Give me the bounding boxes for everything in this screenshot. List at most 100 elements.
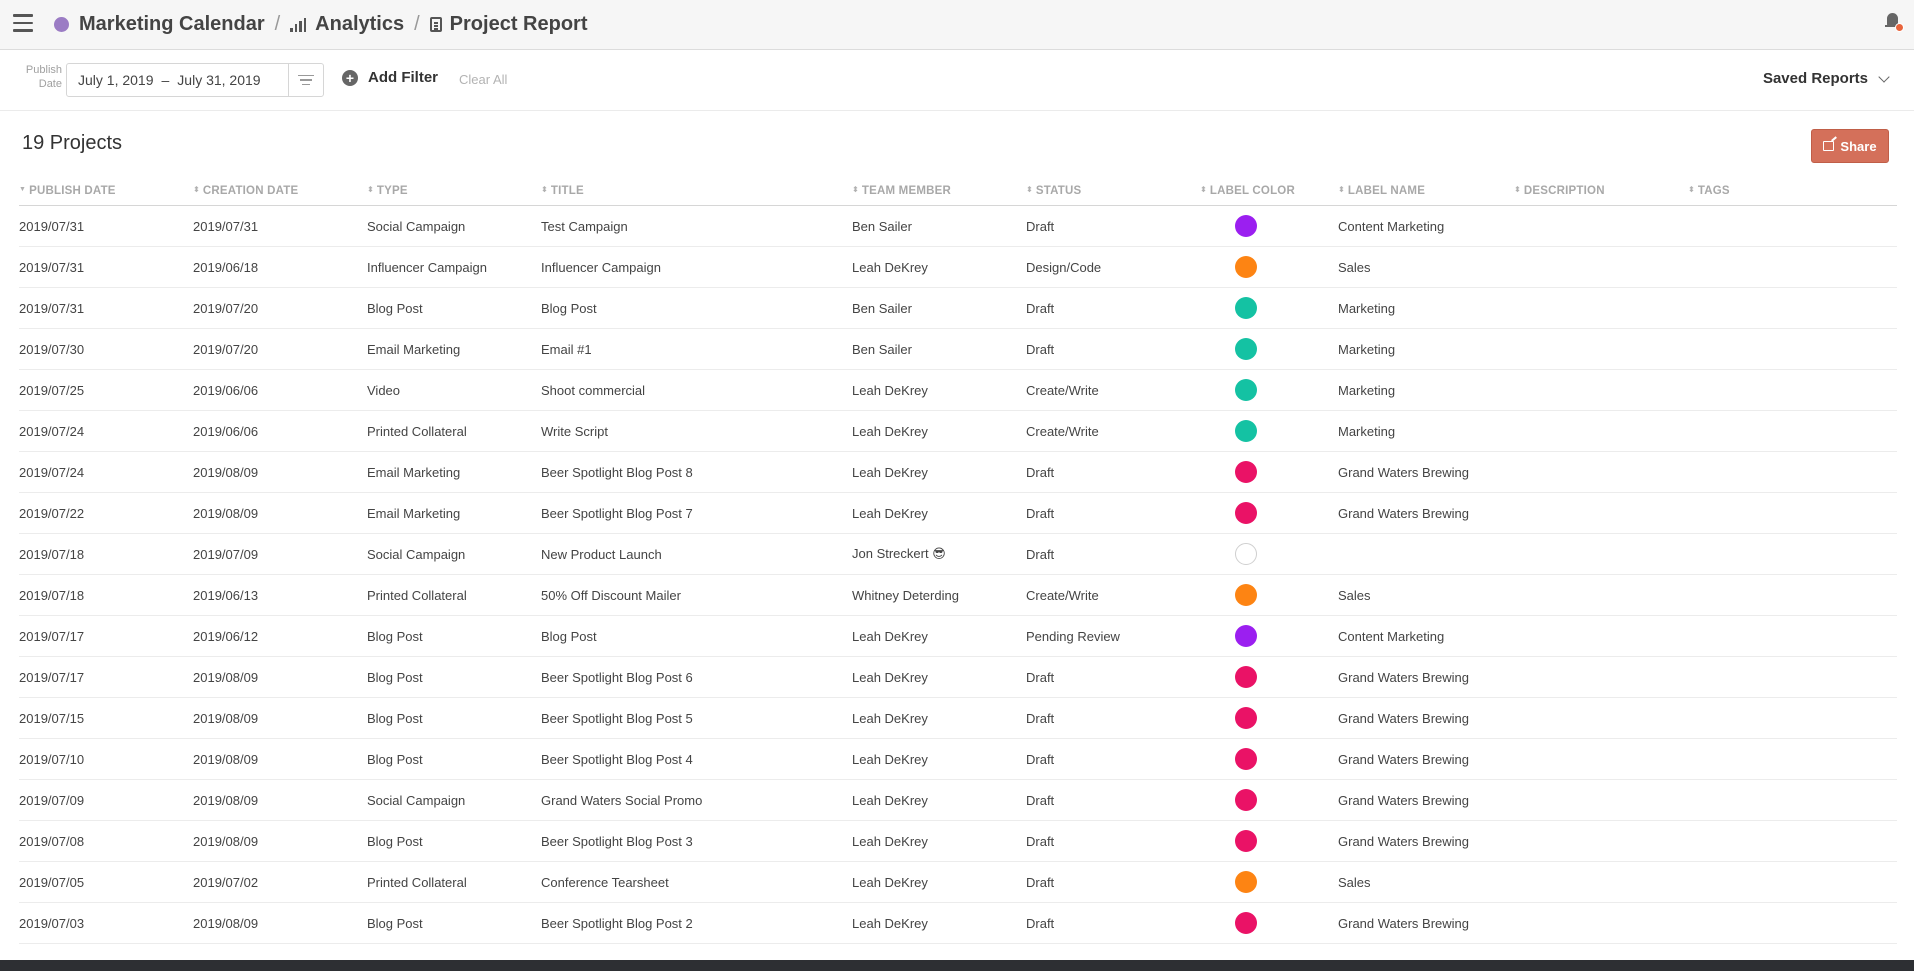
team-member-cell: Ben Sailer xyxy=(852,205,1026,247)
type-cell: Printed Collateral xyxy=(367,574,541,616)
description-cell xyxy=(1514,861,1688,903)
status-cell: Draft xyxy=(1026,820,1200,862)
title-cell[interactable]: New Product Launch xyxy=(541,533,852,575)
creation-date-cell: 2019/07/20 xyxy=(193,328,367,370)
publish-date-cell: 2019/07/05 xyxy=(19,861,193,903)
table-row[interactable]: 2019/07/31 2019/06/18 Influencer Campaign I… xyxy=(19,246,1897,288)
date-separator: – xyxy=(161,72,170,88)
status-cell: Design/Code xyxy=(1026,246,1200,288)
description-cell xyxy=(1514,205,1688,247)
publish-date-cell: 2019/07/18 xyxy=(19,533,193,575)
table-row[interactable]: 2019/07/17 2019/06/12 Blog Post Blog Post Le… xyxy=(19,615,1897,657)
date-start: July 1, 2019 xyxy=(78,72,154,88)
title-cell[interactable]: Grand Waters Social Promo xyxy=(541,779,852,821)
breadcrumb-marketing-calendar[interactable]: Marketing Calendar xyxy=(79,13,265,35)
breadcrumb-separator: / xyxy=(414,13,420,35)
table-row[interactable]: 2019/07/31 2019/07/31 Social Campaign Test … xyxy=(19,205,1897,247)
label-name-cell: Marketing xyxy=(1338,287,1514,329)
column-header-description[interactable]: ⬍ DESCRIPTION xyxy=(1514,176,1688,206)
description-cell xyxy=(1514,902,1688,944)
column-header-publish-date[interactable]: ▼ PUBLISH DATE xyxy=(19,176,193,206)
title-cell[interactable]: Write Script xyxy=(541,410,852,452)
label-color-cell xyxy=(1200,287,1338,329)
title-cell[interactable]: Test Campaign xyxy=(541,205,852,247)
title-cell[interactable]: Beer Spotlight Blog Post 6 xyxy=(541,656,852,698)
type-cell: Email Marketing xyxy=(367,492,541,534)
publish-date-cell: 2019/07/03 xyxy=(19,902,193,944)
column-header-tags[interactable]: ⬍ TAGS xyxy=(1688,176,1897,206)
publish-date-cell: 2019/07/31 xyxy=(19,287,193,329)
title-cell[interactable]: Beer Spotlight Blog Post 2 xyxy=(541,902,852,944)
type-cell: Printed Collateral xyxy=(367,861,541,903)
table-row[interactable]: 2019/07/31 2019/07/20 Blog Post Blog Post Be… xyxy=(19,287,1897,329)
table-row[interactable]: 2019/07/03 2019/08/09 Blog Post Beer Spotli… xyxy=(19,902,1897,944)
team-member-cell: Leah DeKrey xyxy=(852,451,1026,493)
tags-cell xyxy=(1688,205,1897,247)
column-header-team-member[interactable]: ⬍ TEAM MEMBER xyxy=(852,176,1026,206)
creation-date-cell: 2019/08/09 xyxy=(193,697,367,739)
breadcrumb-separator: / xyxy=(274,13,281,35)
title-cell[interactable]: Beer Spotlight Blog Post 5 xyxy=(541,697,852,739)
title-cell[interactable]: 50% Off Discount Mailer xyxy=(541,574,852,616)
table-row[interactable]: 2019/07/10 2019/08/09 Blog Post Beer Spotli… xyxy=(19,738,1897,780)
column-header-type[interactable]: ⬍ TYPE xyxy=(367,176,541,206)
table-row[interactable]: 2019/07/24 2019/06/06 Printed Collateral Wr… xyxy=(19,410,1897,452)
table-row[interactable]: 2019/07/18 2019/06/13 Printed Collateral 50… xyxy=(19,574,1897,616)
label-color-cell xyxy=(1200,492,1338,534)
column-header-label: TAGS xyxy=(1697,184,1730,197)
filter-bar: Publish Date July 1, 2019– July 31, 2019 … xyxy=(0,50,1914,111)
label-color-dot xyxy=(1235,748,1257,770)
title-cell[interactable]: Blog Post xyxy=(541,287,852,329)
saved-reports-dropdown[interactable]: Saved Reports xyxy=(1762,70,1890,87)
table-row[interactable]: 2019/07/22 2019/08/09 Email Marketing Beer … xyxy=(19,492,1897,534)
title-cell[interactable]: Conference Tearsheet xyxy=(541,861,852,903)
label-color-dot xyxy=(1235,215,1257,237)
column-header-status[interactable]: ⬍ STATUS xyxy=(1026,176,1200,206)
label-name-cell: Grand Waters Brewing xyxy=(1338,902,1514,944)
table-row[interactable]: 2019/07/15 2019/08/09 Blog Post Beer Spotli… xyxy=(19,697,1897,739)
title-cell[interactable]: Blog Post xyxy=(541,615,852,657)
creation-date-cell: 2019/08/09 xyxy=(193,902,367,944)
status-cell: Create/Write xyxy=(1026,369,1200,411)
add-filter-button[interactable]: + Add Filter xyxy=(342,69,438,86)
title-cell[interactable]: Email #1 xyxy=(541,328,852,370)
table-row[interactable]: 2019/07/09 2019/08/09 Social Campaign Grand… xyxy=(19,779,1897,821)
publish-date-cell: 2019/07/30 xyxy=(19,328,193,370)
title-cell[interactable]: Beer Spotlight Blog Post 4 xyxy=(541,738,852,780)
title-cell[interactable]: Beer Spotlight Blog Post 3 xyxy=(541,820,852,862)
team-member-cell: Leah DeKrey xyxy=(852,656,1026,698)
clear-all-link[interactable]: Clear All xyxy=(459,72,508,87)
bottom-taskbar xyxy=(0,960,1914,971)
description-cell xyxy=(1514,410,1688,452)
sort-lines-icon[interactable] xyxy=(288,64,323,96)
type-cell: Printed Collateral xyxy=(367,410,541,452)
label-color-cell xyxy=(1200,533,1338,575)
sort-icon: ⬍ xyxy=(1688,185,1695,195)
table-row[interactable]: 2019/07/24 2019/08/09 Email Marketing Beer … xyxy=(19,451,1897,493)
menu-icon[interactable] xyxy=(13,14,33,32)
table-row[interactable]: 2019/07/25 2019/06/06 Video Shoot commercia… xyxy=(19,369,1897,411)
column-header-label-name[interactable]: ⬍ LABEL NAME xyxy=(1338,176,1514,206)
share-button[interactable]: Share xyxy=(1811,129,1889,163)
title-cell[interactable]: Beer Spotlight Blog Post 7 xyxy=(541,492,852,534)
title-cell[interactable]: Shoot commercial xyxy=(541,369,852,411)
table-row[interactable]: 2019/07/30 2019/07/20 Email Marketing Email… xyxy=(19,328,1897,370)
table-row[interactable]: 2019/07/05 2019/07/02 Printed Collateral Co… xyxy=(19,861,1897,903)
title-cell[interactable]: Influencer Campaign xyxy=(541,246,852,288)
label-name-cell: Grand Waters Brewing xyxy=(1338,492,1514,534)
title-cell[interactable]: Beer Spotlight Blog Post 8 xyxy=(541,451,852,493)
column-header-label-color[interactable]: ⬍ LABEL COLOR xyxy=(1200,176,1338,206)
label-color-cell xyxy=(1200,410,1338,452)
column-header-title[interactable]: ⬍ TITLE xyxy=(541,176,852,206)
sort-icon: ⬍ xyxy=(1026,185,1033,195)
breadcrumb-analytics[interactable]: Analytics xyxy=(315,13,405,35)
saved-reports-label: Saved Reports xyxy=(1762,70,1868,87)
label-color-dot xyxy=(1235,379,1257,401)
table-row[interactable]: 2019/07/17 2019/08/09 Blog Post Beer Spotli… xyxy=(19,656,1897,698)
column-header-creation-date[interactable]: ⬍ CREATION DATE xyxy=(193,176,367,206)
bell-icon[interactable] xyxy=(1884,12,1904,32)
table-row[interactable]: 2019/07/18 2019/07/09 Social Campaign New P… xyxy=(19,533,1897,575)
table-row[interactable]: 2019/07/08 2019/08/09 Blog Post Beer Spotli… xyxy=(19,820,1897,862)
date-range-input[interactable]: July 1, 2019– July 31, 2019 xyxy=(66,63,324,97)
team-member-cell: Leah DeKrey xyxy=(852,615,1026,657)
